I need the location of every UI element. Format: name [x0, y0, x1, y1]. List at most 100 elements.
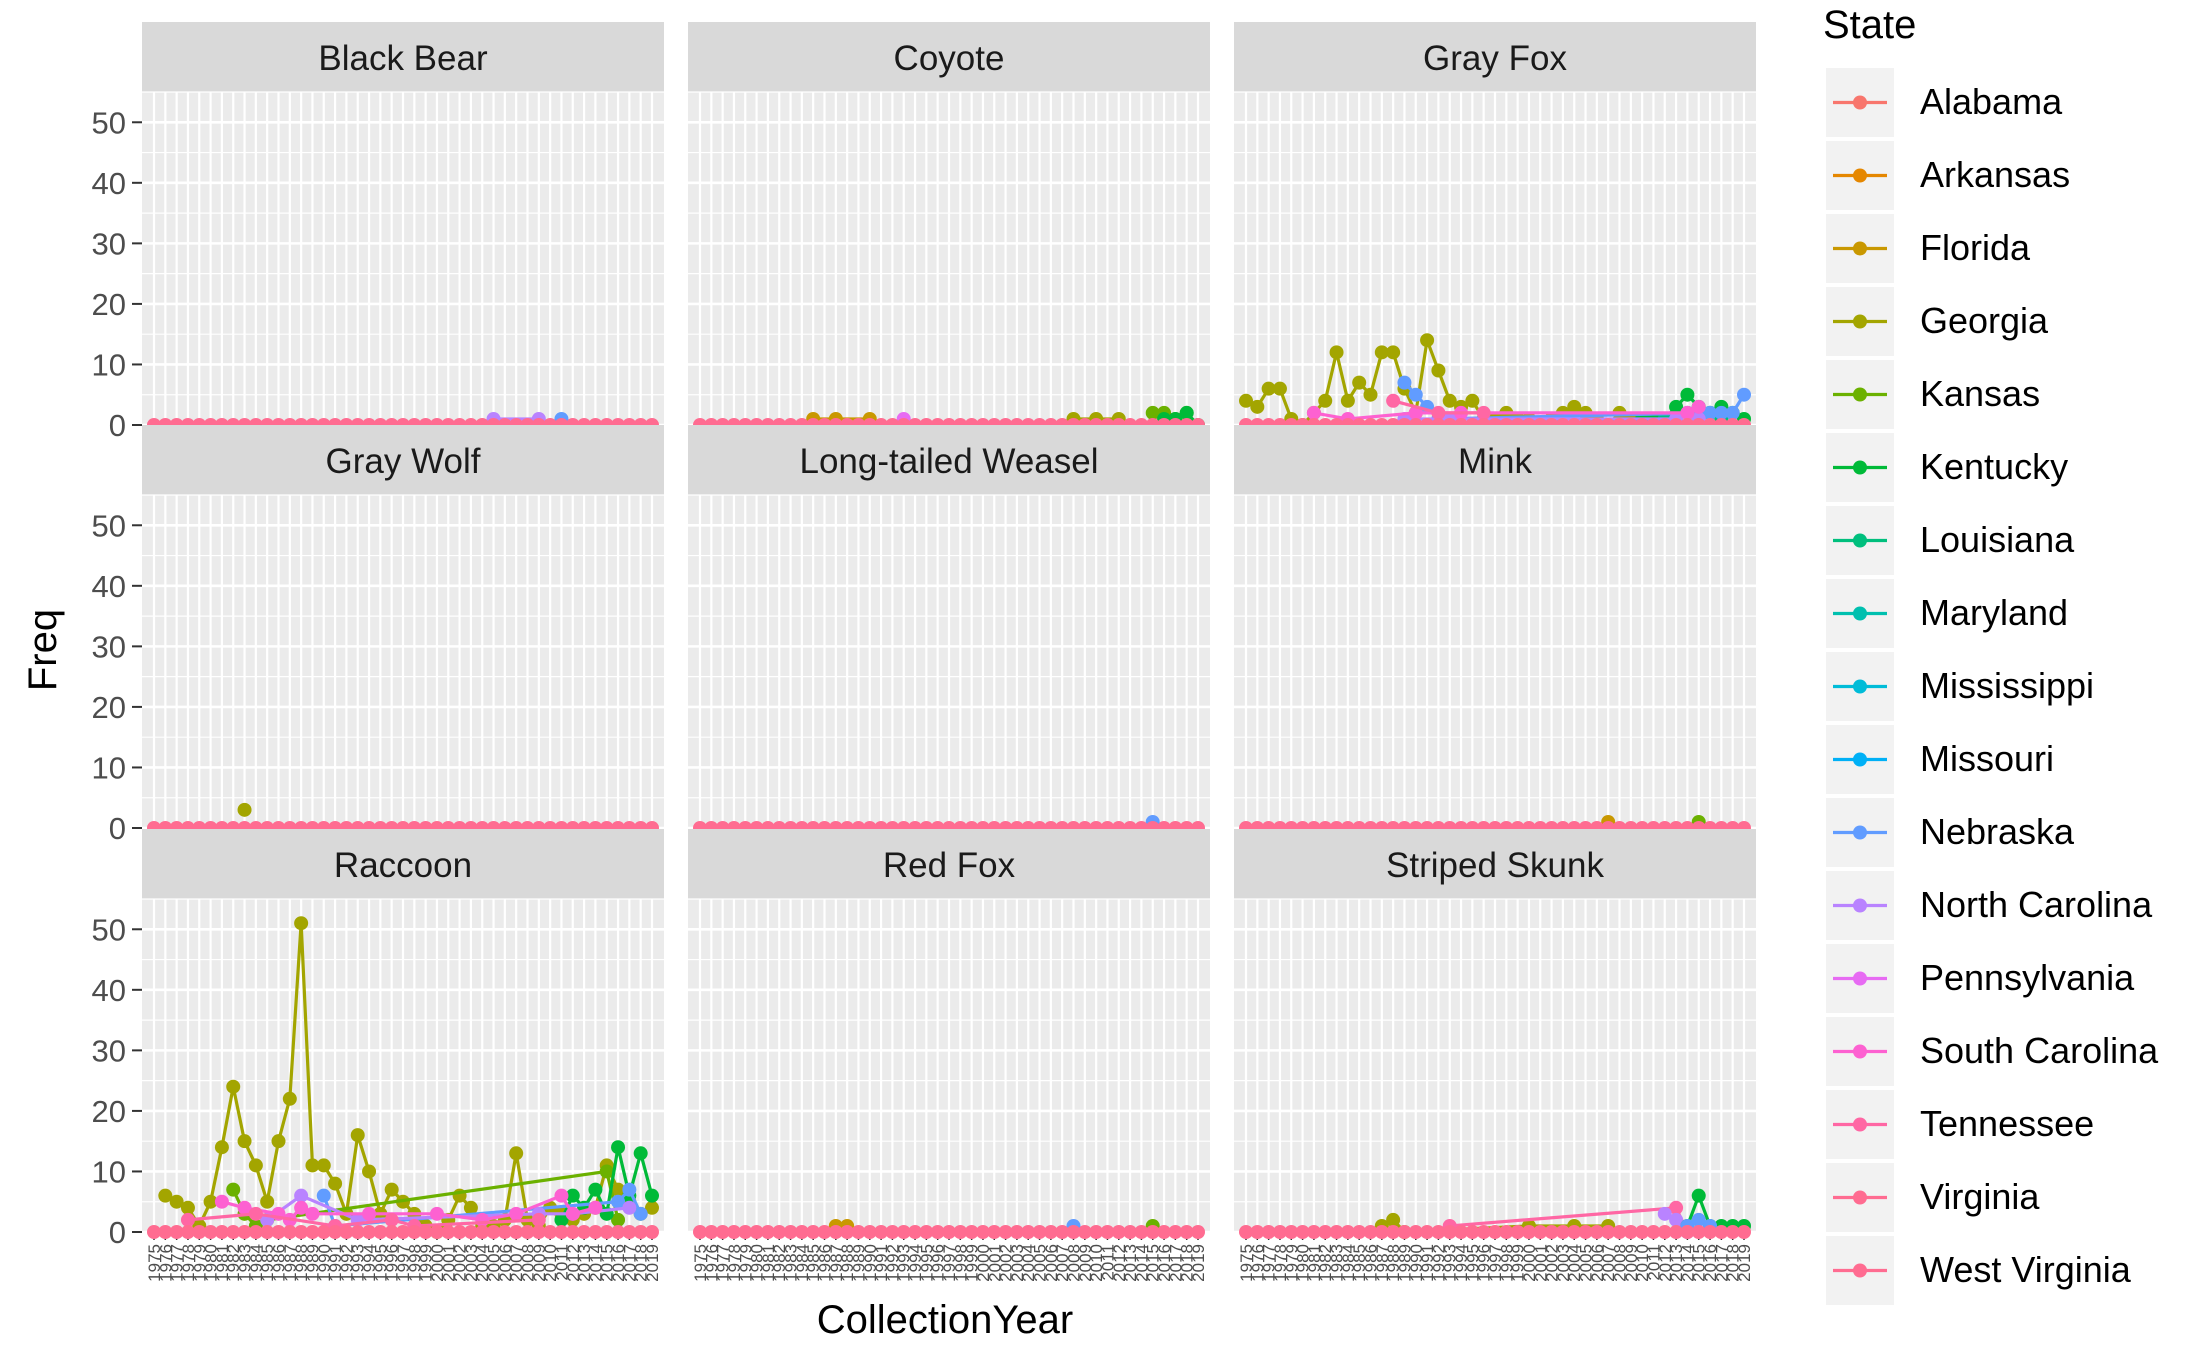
x-tick-label: 1989 — [849, 1244, 868, 1282]
data-point — [919, 1225, 934, 1239]
legend-label: Pennsylvania — [1920, 957, 2135, 998]
data-point — [475, 1225, 490, 1239]
x-tick-label: 2004 — [1019, 1244, 1038, 1282]
x-tick-label: 1984 — [1339, 1244, 1358, 1282]
x-tick-label: 1998 — [1497, 1244, 1516, 1282]
data-point — [1397, 375, 1412, 390]
data-point — [896, 1225, 911, 1239]
legend-item: Missouri — [1826, 725, 2054, 794]
data-point — [1363, 1225, 1378, 1239]
legend-label: Mississippi — [1920, 665, 2094, 706]
data-point — [1635, 1225, 1650, 1239]
data-point — [1021, 1225, 1036, 1239]
x-tick-label: 2019 — [643, 1244, 662, 1282]
data-point — [1737, 387, 1751, 402]
x-tick-label: 2018 — [1724, 1244, 1743, 1282]
data-point — [1544, 1225, 1559, 1239]
facet-panels: Black Bear 0 10 20 30 40 50 Coyote Gray Fox Gray … — [92, 22, 1756, 1282]
x-tick-label: 1988 — [1384, 1244, 1403, 1282]
data-point — [611, 1225, 626, 1239]
legend-label: Kansas — [1920, 373, 2040, 414]
x-tick-label: 1980 — [748, 1244, 767, 1282]
x-tick-label: 1982 — [1316, 1244, 1335, 1282]
legend-label: Louisiana — [1920, 519, 2075, 560]
x-tick-label: 1991 — [872, 1244, 891, 1282]
x-tick-label: 2011 — [1644, 1244, 1663, 1281]
data-point — [1703, 1225, 1718, 1239]
x-tick-label: 1992 — [337, 1244, 356, 1282]
data-point — [1363, 387, 1378, 402]
x-tick-label: 1984 — [793, 1244, 812, 1282]
data-point — [1703, 405, 1718, 420]
data-point — [749, 1225, 764, 1239]
data-point — [350, 1128, 365, 1143]
x-tick-label: 1992 — [883, 1244, 902, 1282]
gridlines — [142, 494, 664, 830]
y-tick-label: 20 — [92, 690, 126, 725]
data-point — [554, 1225, 569, 1239]
facet-strip-label: Gray Wolf — [326, 442, 481, 481]
gridlines — [1234, 91, 1756, 427]
data-point — [1032, 1225, 1047, 1239]
y-tick-label: 20 — [92, 1094, 126, 1129]
y-tick-label: 30 — [92, 1033, 126, 1068]
data-point — [633, 1146, 648, 1161]
data-point — [1465, 393, 1480, 408]
legend-title: State — [1823, 3, 1916, 47]
gridlines — [688, 494, 1210, 830]
x-tick-label: 2009 — [1622, 1244, 1641, 1282]
data-point — [316, 1225, 331, 1239]
panel-mink: Mink — [1234, 425, 1756, 835]
x-tick-label: 1986 — [270, 1244, 289, 1282]
data-point — [885, 1225, 900, 1239]
data-point — [1318, 393, 1333, 408]
x-tick-label: 1978 — [725, 1244, 744, 1282]
data-point — [874, 1225, 889, 1239]
data-point — [248, 1225, 263, 1239]
x-tick-label: 1981 — [759, 1244, 778, 1282]
data-point — [565, 1206, 580, 1221]
x-tick-label: 1994 — [906, 1244, 925, 1282]
data-point — [1134, 1225, 1149, 1239]
data-point — [180, 1212, 195, 1227]
data-point — [1555, 1225, 1570, 1239]
y-tick-label: 50 — [92, 912, 126, 947]
x-tick-label: 2017 — [1712, 1244, 1731, 1282]
x-tick-label: 1991 — [326, 1244, 345, 1282]
data-point — [362, 1206, 377, 1221]
x-tick-label: 2015 — [1690, 1244, 1709, 1282]
data-point — [362, 1164, 377, 1179]
legend-item: South Carolina — [1826, 1017, 2159, 1086]
data-point — [1386, 1212, 1401, 1227]
x-tick-label: 1996 — [383, 1244, 402, 1282]
x-tick-label: 2016 — [1701, 1244, 1720, 1282]
data-point — [1669, 1212, 1684, 1227]
legend-label: North Carolina — [1920, 884, 2153, 925]
legend-point — [1853, 95, 1867, 110]
data-point — [726, 1225, 741, 1239]
legend-item: Arkansas — [1826, 141, 2070, 210]
data-point — [908, 1225, 923, 1239]
y-tick-label: 10 — [92, 1154, 126, 1189]
facet-strip — [142, 829, 664, 899]
legend-item: Nebraska — [1826, 798, 2075, 867]
y-tick-label: 40 — [92, 166, 126, 201]
legend-item: Florida — [1826, 214, 2031, 283]
x-tick-label: 1993 — [1441, 1244, 1460, 1282]
x-tick-label: 1998 — [405, 1244, 424, 1282]
x-tick-label: 1976 — [702, 1244, 721, 1282]
data-point — [794, 1225, 809, 1239]
data-point — [1669, 1225, 1684, 1239]
legend-item: North Carolina — [1826, 871, 2153, 940]
x-tick-label: 2007 — [507, 1244, 526, 1282]
data-point — [452, 1225, 467, 1239]
legend-point — [1853, 679, 1867, 694]
x-tick-label: 2001 — [1531, 1244, 1550, 1282]
data-point — [565, 1188, 580, 1203]
legend-label: Florida — [1920, 227, 2031, 268]
x-tick-label: 1978 — [179, 1244, 198, 1282]
x-tick-label: 2008 — [519, 1244, 538, 1282]
data-point — [1680, 1225, 1695, 1239]
x-tick-label: 1995 — [371, 1244, 390, 1282]
data-point — [1329, 1225, 1344, 1239]
